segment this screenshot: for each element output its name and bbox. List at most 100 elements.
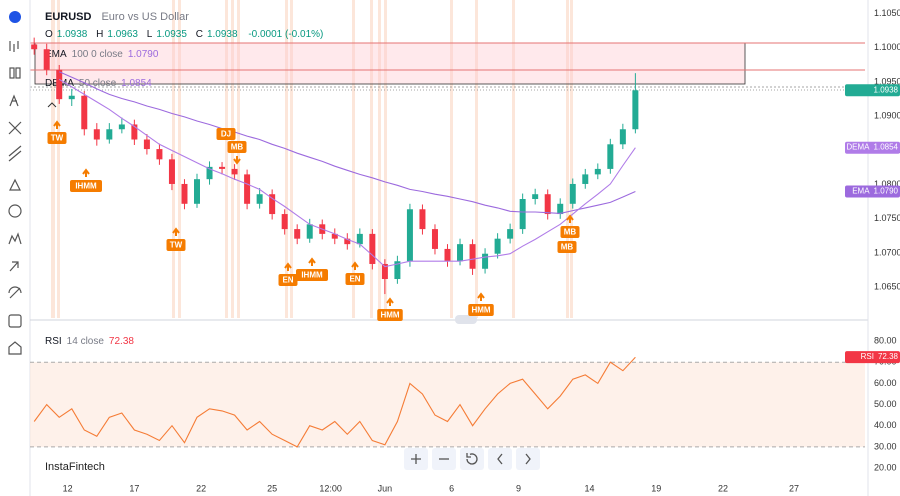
pattern-arrow [172,227,180,236]
candle-body [294,229,301,239]
candle-body [557,203,564,215]
tool-icon[interactable] [8,314,22,328]
x-tick-label: 22 [718,483,728,493]
pattern-label: EN [349,275,360,284]
tool-icon[interactable] [9,261,19,272]
tool-icon[interactable] [15,67,21,79]
x-tick-label: Jun [378,483,393,493]
y-tick-label: 1.0700 [874,247,900,257]
candle-body [168,159,175,184]
tool-icon[interactable] [8,232,22,245]
candle-body [381,263,388,280]
candle-body [419,209,426,230]
y-tick-label: 1.1000 [874,42,900,52]
pattern-arrow [284,262,292,271]
y-tick-label: 20.00 [874,462,897,472]
indicator-badge-value: 1.0854 [874,143,899,152]
change: -0.0001 (-0.01%) [248,29,323,40]
pattern-label-bg [278,274,298,286]
candle-body [156,149,163,160]
ohlc-line: O 1.0938 H 1.0963 L 1.0935 C 1.0938 -0.0001 … [45,29,323,40]
pattern-label: TW [170,241,183,250]
pattern-arrow [351,261,359,270]
candle-body [106,129,113,140]
price-badge-bg [845,84,900,97]
candle-body [56,69,63,100]
candle-body [344,238,351,245]
indicator-line [58,78,636,268]
pane-handle[interactable] [455,315,477,324]
candle-body [444,248,451,262]
candle-body [482,253,489,269]
y-tick-label: 1.0900 [874,111,900,121]
pattern-arrow [386,297,394,306]
y-tick-label: 60.00 [874,378,897,388]
candle-body [131,124,138,140]
rsi-badge-bg [845,351,900,364]
y-tick-label: 1.1050 [874,8,900,18]
y-tick-label: 1.0800 [874,179,900,189]
indicator-value: 72.38 [109,336,134,347]
pattern-label-bg [296,269,328,281]
pattern-label: HMM [471,306,490,315]
scroll-right[interactable] [516,448,540,470]
y-tick-label: 50.00 [874,399,897,409]
collapse-toggle[interactable] [47,102,57,108]
tool-icon[interactable] [9,41,19,52]
candle-body [632,90,639,130]
indicator-badge-name: EMA [852,187,870,196]
candle-body [619,129,626,145]
description: Euro vs US Dollar [101,11,189,23]
tool-icon[interactable] [8,286,22,299]
pattern-label: DJ [221,130,231,139]
candle-body [31,44,38,50]
reset[interactable] [460,448,484,470]
candle-body [394,261,401,280]
candle-body [231,168,238,175]
candle-body [43,49,50,70]
rsi-badge: RSI 72.38 [861,352,899,361]
candle-body [68,95,75,100]
drawn-zone [34,42,746,85]
y-tick-label: 30.00 [874,441,897,451]
candle-body [256,194,263,204]
candle-body [507,229,514,239]
pattern-label-bg [166,239,186,251]
indicator-badge-name: DEMA [846,143,870,152]
tool-icon[interactable] [9,94,19,107]
tool-icon[interactable] [9,178,21,191]
pattern-label-bg [345,273,365,285]
x-tick-label: 6 [449,483,454,493]
tool-icon[interactable] [8,204,22,218]
candle-body [519,199,526,230]
ohlc-value: 1.0938 [57,29,88,40]
tool-icon[interactable] [9,67,15,79]
y-tick-label: 80.00 [874,335,897,345]
indicator-value: 1.0790 [128,49,159,60]
indicator-legend: EMA 100 0 close 1.0790 [45,49,159,60]
scroll-left[interactable] [488,448,512,470]
pattern-label-bg [557,241,577,253]
x-tick-label: 19 [651,483,661,493]
tool-icon[interactable] [8,145,22,162]
candle-body [457,244,464,262]
pattern-arrow [233,156,241,165]
indicator-value: 1.0854 [121,78,152,89]
indicator-badge: EMA 1.0790 [852,187,898,196]
pattern-label-bg [227,141,247,153]
candle-body [306,224,313,239]
indicator-line [58,71,636,214]
candle-body [244,174,251,204]
pattern-arrow [82,168,90,177]
candle-body [143,139,150,150]
y-tick-label: 40.00 [874,420,897,430]
pattern-label: MB [561,243,574,252]
tool-icon[interactable] [8,341,22,355]
ohlc-label: H [96,29,103,40]
x-tick-label: 22 [196,483,206,493]
tool-icon[interactable] [8,121,22,135]
pattern-label: MB [231,143,244,152]
x-tick-label: 12 [63,483,73,493]
rsi-badge-value: 72.38 [878,352,899,361]
